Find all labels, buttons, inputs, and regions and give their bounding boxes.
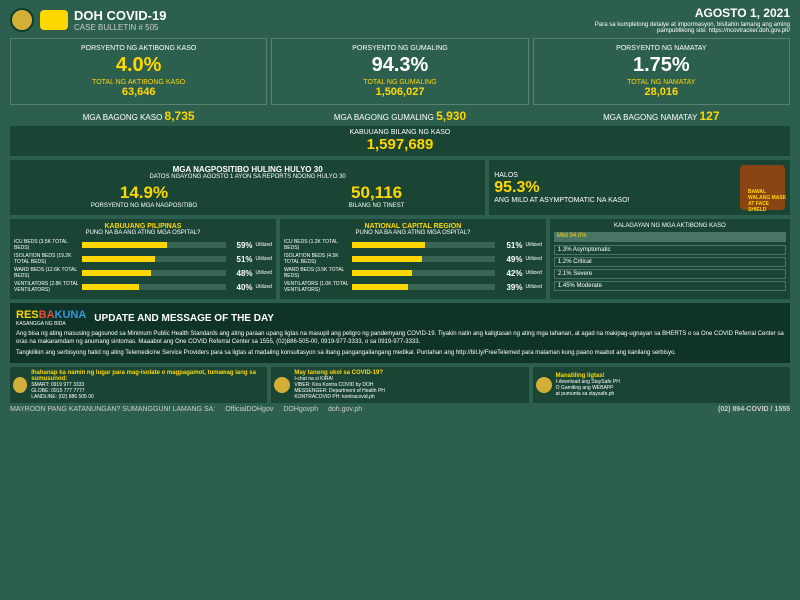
- contact-box: Manatiling ligtas!I-download ang StaySaf…: [533, 367, 790, 403]
- recovered-box: PORSYENTO NG GUMALING 94.3% TOTAL NG GUM…: [271, 38, 528, 105]
- mild-box: HALOS 95.3% ANG MILD AT ASYMPTOMATIC NA …: [489, 160, 790, 215]
- contact-icon: [13, 377, 27, 393]
- bed-row: ICU BEDS (3.5K TOTAL BEDS)59%Utilized: [14, 239, 272, 251]
- footer: MAYROON PANG KATANUNGAN? SUMANGGUNI LAMA…: [10, 406, 790, 413]
- contact-icon: [536, 377, 552, 393]
- page-title: DOH COVID-19: [74, 8, 166, 23]
- bed-row: VENTILATORS (2.8K TOTAL VENTILATORS)40%U…: [14, 281, 272, 293]
- status-row: 2.1% Severe: [554, 269, 786, 279]
- contact-box: Ihahanap ka namin ng lugar para mag-isol…: [10, 367, 267, 403]
- active-box: PORSYENTO NG AKTIBONG KASO 4.0% TOTAL NG…: [10, 38, 267, 105]
- positive-box: MGA NAGPOSITIBO HULING HULYO 30 DATOS NG…: [10, 160, 485, 215]
- contact-box: May tanong ukol sa COVID-19?I-chat na si…: [271, 367, 528, 403]
- contacts-row: Ihahanap ka namin ng lugar para mag-isol…: [10, 367, 790, 403]
- bulletin-number: CASE BULLETIN # 505: [74, 23, 166, 32]
- web-handle: doh.gov.ph: [328, 406, 362, 413]
- deaths-box: PORSYENTO NG NAMATAY 1.75% TOTAL NG NAMA…: [533, 38, 790, 105]
- contact-icon: [274, 377, 290, 393]
- status-row: 1.45% Moderate: [554, 281, 786, 291]
- status-row: 1.2% Critical: [554, 257, 786, 267]
- hospital-ph: KABUUANG PILIPINAS PUNO NA BA ANG ATING …: [10, 219, 276, 299]
- bed-row: ISOLATION BEDS (19.2K TOTAL BEDS)51%Util…: [14, 253, 272, 265]
- status-col: KALAGAYAN NG MGA AKTIBONG KASO Mild 94.0…: [550, 219, 790, 299]
- total-cases: KABUUANG BILANG NG KASO 1,597,689: [10, 126, 790, 156]
- hospital-ncr: NATIONAL CAPITAL REGION PUNO NA BA ANG A…: [280, 219, 546, 299]
- bida-logo: [40, 10, 68, 30]
- bed-row: ICU BEDS (1.2K TOTAL BEDS)51%Utilized: [284, 239, 542, 251]
- bed-row: WARD BEDS (12.6K TOTAL BEDS)48%Utilized: [14, 267, 272, 279]
- header: DOH COVID-19 CASE BULLETIN # 505 AGOSTO …: [10, 6, 790, 34]
- header-note: Para sa kumpletong detalye at impormasyo…: [590, 22, 790, 34]
- bed-row: ISOLATION BEDS (4.5K TOTAL BEDS)49%Utili…: [284, 253, 542, 265]
- status-row: 1.3% Asymptomatic: [554, 245, 786, 255]
- tw-handle: DOHgovph: [283, 406, 318, 413]
- new-cases-row: MGA BAGONG KASO 8,735 MGA BAGONG GUMALIN…: [10, 109, 790, 123]
- resbakuna-logo: RESBAKUNA KASANGGA NG BIDA: [16, 309, 86, 327]
- top-stats: PORSYENTO NG AKTIBONG KASO 4.0% TOTAL NG…: [10, 38, 790, 105]
- message-box: RESBAKUNA KASANGGA NG BIDA UPDATE AND ME…: [10, 303, 790, 363]
- hotline: (02) 894-COVID / 1555: [718, 406, 790, 413]
- bed-row: VENTILATORS (1.0K TOTAL VENTILATORS)39%U…: [284, 281, 542, 293]
- bed-row: WARD BEDS (3.5K TOTAL BEDS)42%Utilized: [284, 267, 542, 279]
- date: AGOSTO 1, 2021: [590, 6, 790, 20]
- doh-logo: [10, 8, 34, 32]
- fb-handle: OfficialDOHgov: [225, 406, 273, 413]
